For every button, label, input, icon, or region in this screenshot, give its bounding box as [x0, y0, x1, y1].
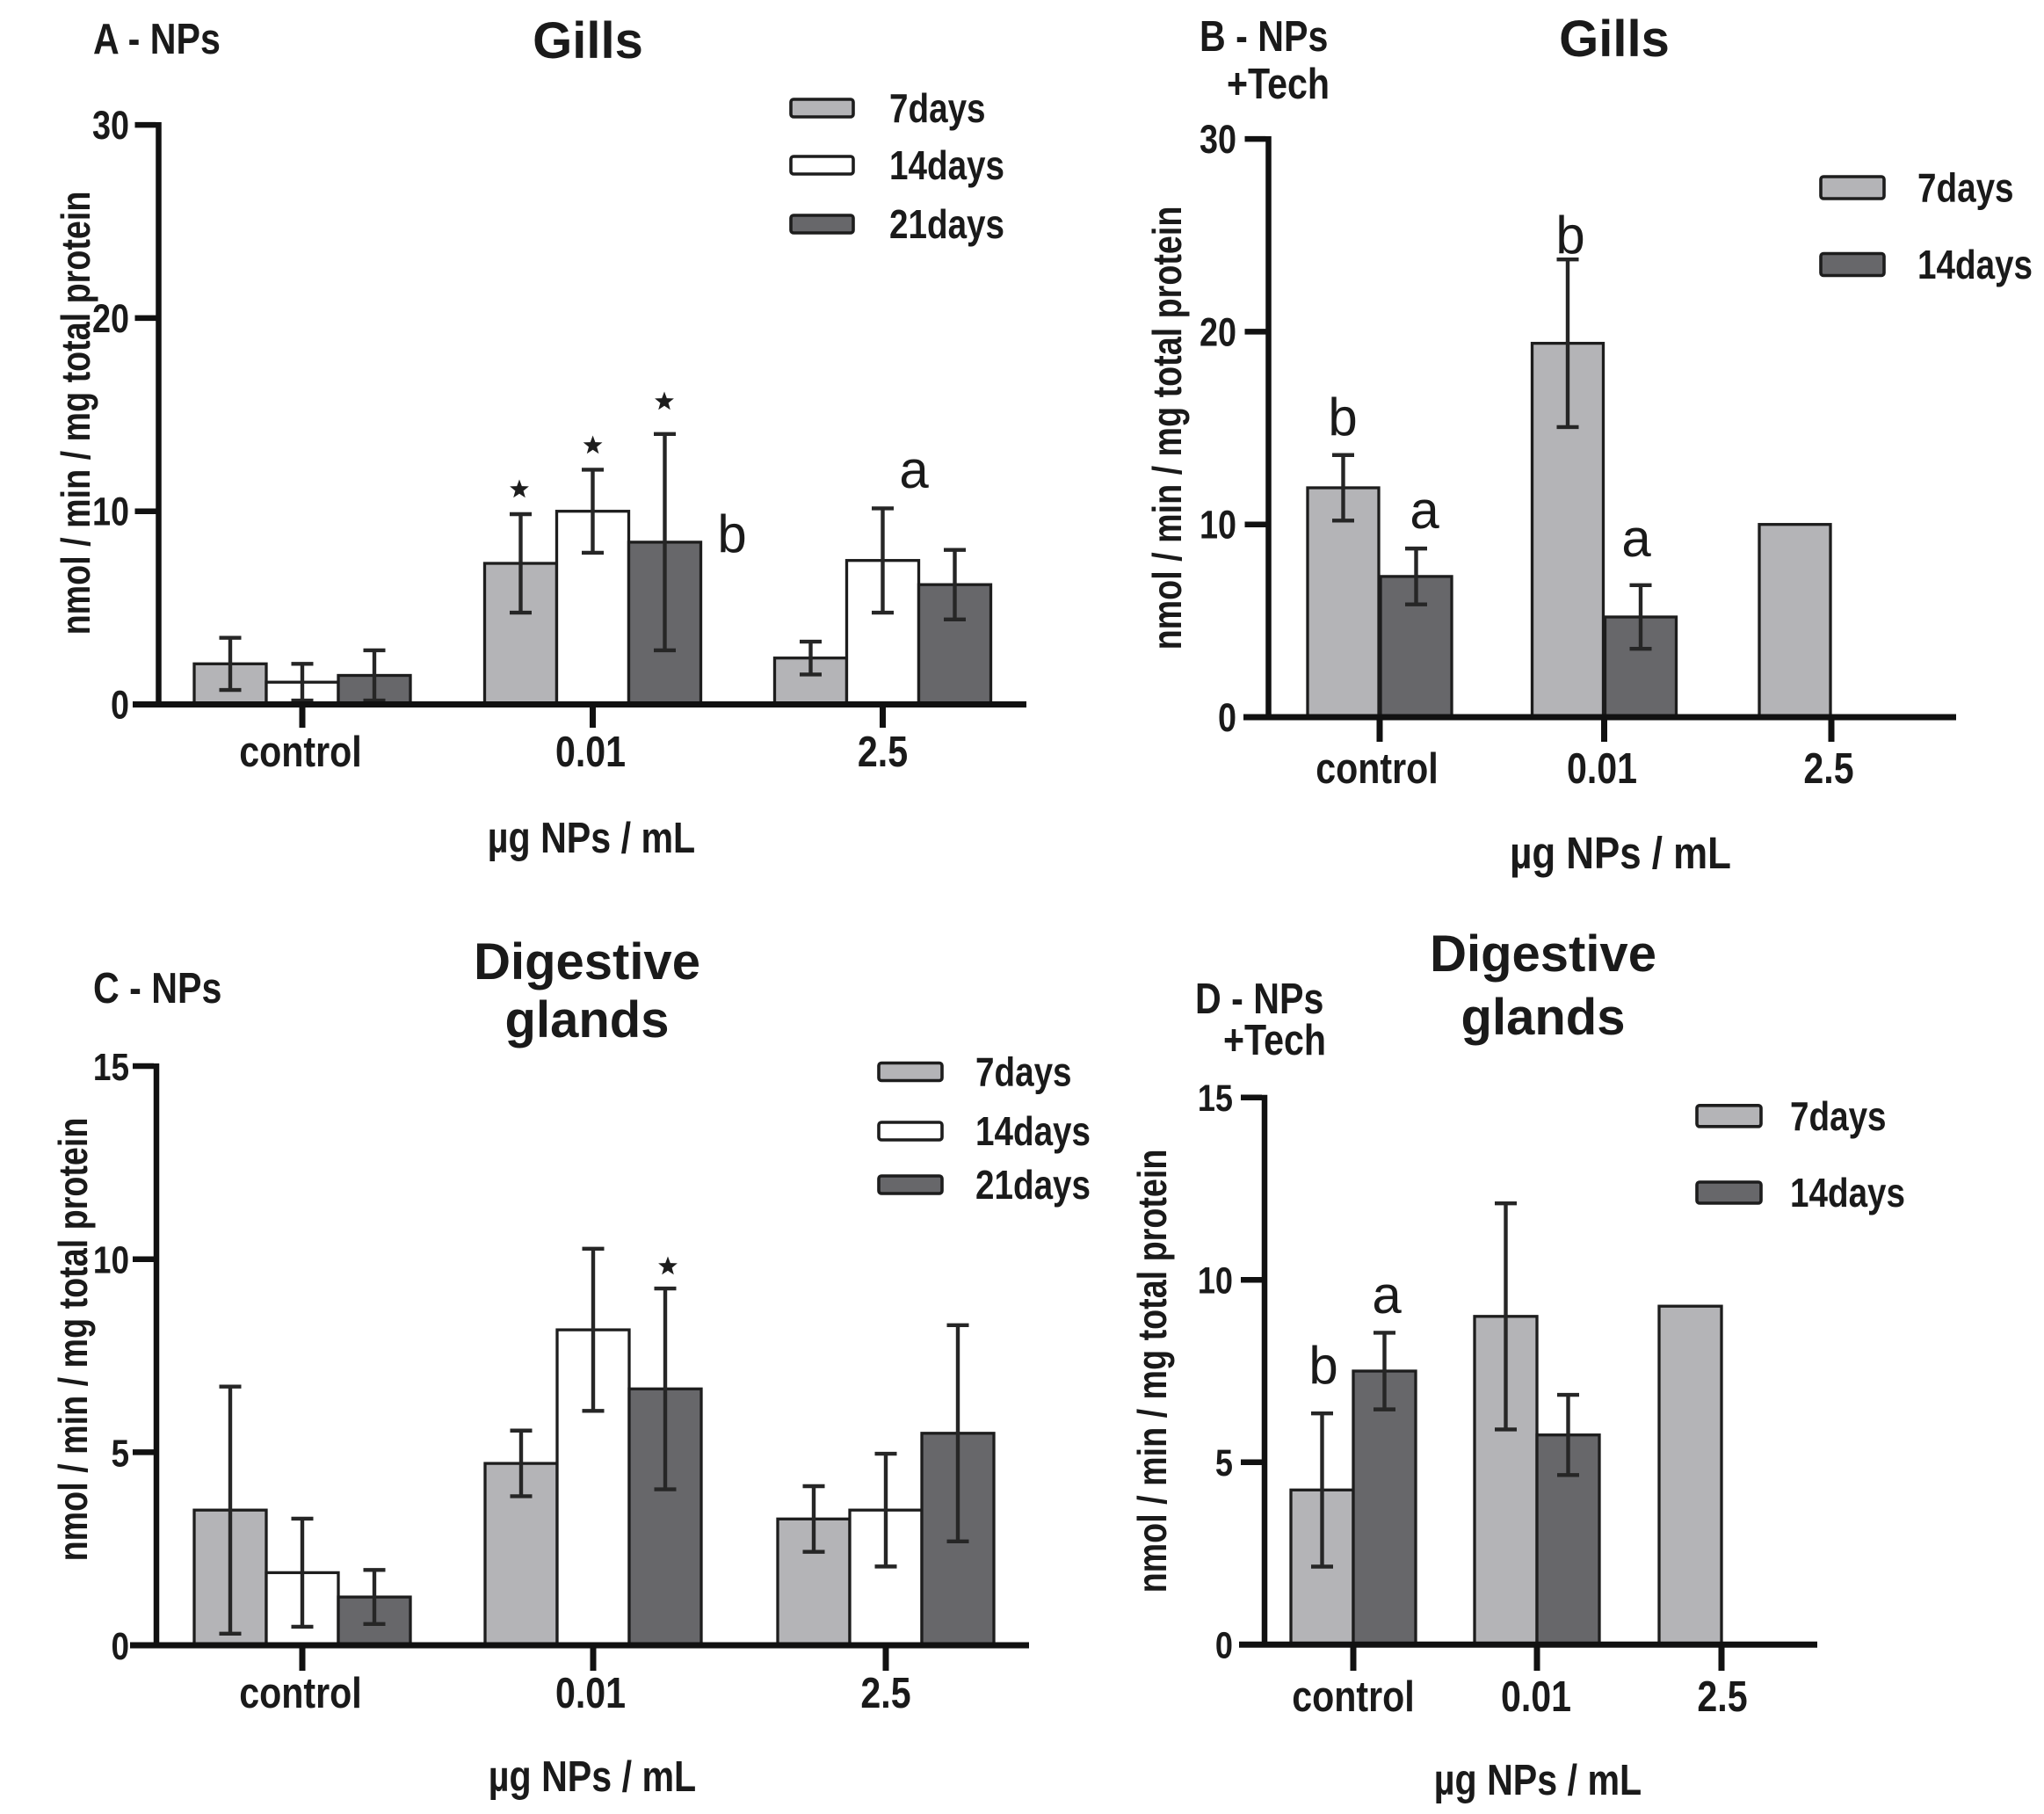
svg-text:7days: 7days: [975, 1049, 1072, 1094]
svg-text:7days: 7days: [889, 86, 986, 131]
svg-text:a: a: [1621, 509, 1651, 568]
svg-text:0: 0: [111, 682, 129, 727]
svg-text:14days: 14days: [1790, 1171, 1905, 1215]
svg-text:21days: 21days: [975, 1163, 1091, 1208]
svg-text:14days: 14days: [975, 1109, 1091, 1154]
svg-text:0: 0: [1215, 1624, 1233, 1666]
svg-text:nmol / min / mg total protein: nmol / min / mg total protein: [1144, 207, 1189, 650]
svg-text:10: 10: [93, 1238, 129, 1282]
svg-text:b: b: [1328, 388, 1357, 446]
svg-text:7days: 7days: [1917, 165, 2014, 210]
svg-text:30: 30: [92, 103, 129, 148]
svg-text:30: 30: [1200, 117, 1236, 162]
svg-text:C - NPs: C - NPs: [93, 964, 221, 1012]
svg-text:14days: 14days: [889, 143, 1004, 188]
svg-text:10: 10: [1198, 1259, 1233, 1302]
svg-text:Digestive: Digestive: [474, 933, 700, 990]
svg-text:glands: glands: [1461, 989, 1626, 1046]
svg-text:b: b: [717, 504, 746, 563]
svg-text:b: b: [1555, 206, 1584, 265]
svg-text:5: 5: [1215, 1442, 1233, 1484]
svg-text:nmol / min / mg total protein: nmol / min / mg total protein: [53, 192, 98, 635]
svg-text:0.01: 0.01: [1567, 744, 1637, 793]
svg-text:Gills: Gills: [1559, 11, 1670, 68]
svg-text:+Tech: +Tech: [1227, 60, 1330, 108]
svg-text:µg NPs / mL: µg NPs / mL: [1434, 1756, 1642, 1804]
svg-text:control: control: [1292, 1673, 1414, 1721]
svg-text:7days: 7days: [1790, 1094, 1887, 1139]
svg-text:2.5: 2.5: [858, 728, 908, 776]
svg-text:b: b: [1308, 1336, 1337, 1395]
svg-text:2.5: 2.5: [860, 1669, 910, 1717]
svg-text:21days: 21days: [889, 202, 1004, 247]
svg-text:10: 10: [1200, 503, 1236, 548]
svg-text:+Tech: +Tech: [1223, 1016, 1326, 1064]
svg-text:nmol / min / mg total protein: nmol / min / mg total protein: [1129, 1150, 1174, 1593]
svg-text:2.5: 2.5: [1697, 1673, 1747, 1721]
svg-text:Gills: Gills: [533, 12, 643, 69]
svg-text:20: 20: [92, 296, 129, 341]
svg-text:0: 0: [1218, 695, 1236, 740]
svg-text:15: 15: [1198, 1078, 1233, 1120]
svg-text:µg NPs / mL: µg NPs / mL: [488, 814, 695, 862]
svg-text:µg NPs / mL: µg NPs / mL: [1510, 829, 1731, 879]
svg-text:D - NPs: D - NPs: [1195, 975, 1323, 1023]
svg-text:glands: glands: [505, 991, 670, 1048]
svg-text:control: control: [239, 728, 361, 776]
svg-text:5: 5: [111, 1431, 129, 1475]
svg-text:10: 10: [92, 490, 129, 534]
svg-text:15: 15: [93, 1045, 129, 1089]
svg-text:nmol / min / mg total protein: nmol / min / mg total protein: [50, 1118, 95, 1562]
svg-text:0.01: 0.01: [555, 1669, 626, 1717]
svg-text:B - NPs: B - NPs: [1200, 12, 1328, 61]
svg-text:14days: 14days: [1917, 243, 2033, 287]
svg-text:20: 20: [1200, 309, 1236, 354]
svg-text:0.01: 0.01: [1501, 1673, 1571, 1721]
svg-text:0.01: 0.01: [555, 728, 626, 776]
svg-text:control: control: [1316, 744, 1438, 793]
svg-text:Digestive: Digestive: [1430, 925, 1656, 983]
svg-text:a: a: [1410, 481, 1439, 540]
svg-text:a: a: [899, 440, 929, 499]
svg-text:0: 0: [111, 1624, 129, 1668]
svg-text:control: control: [239, 1669, 361, 1717]
svg-text:A - NPs: A - NPs: [93, 15, 221, 63]
svg-text:a: a: [1372, 1266, 1402, 1324]
svg-text:µg NPs / mL: µg NPs / mL: [489, 1752, 696, 1801]
svg-text:2.5: 2.5: [1803, 744, 1853, 793]
